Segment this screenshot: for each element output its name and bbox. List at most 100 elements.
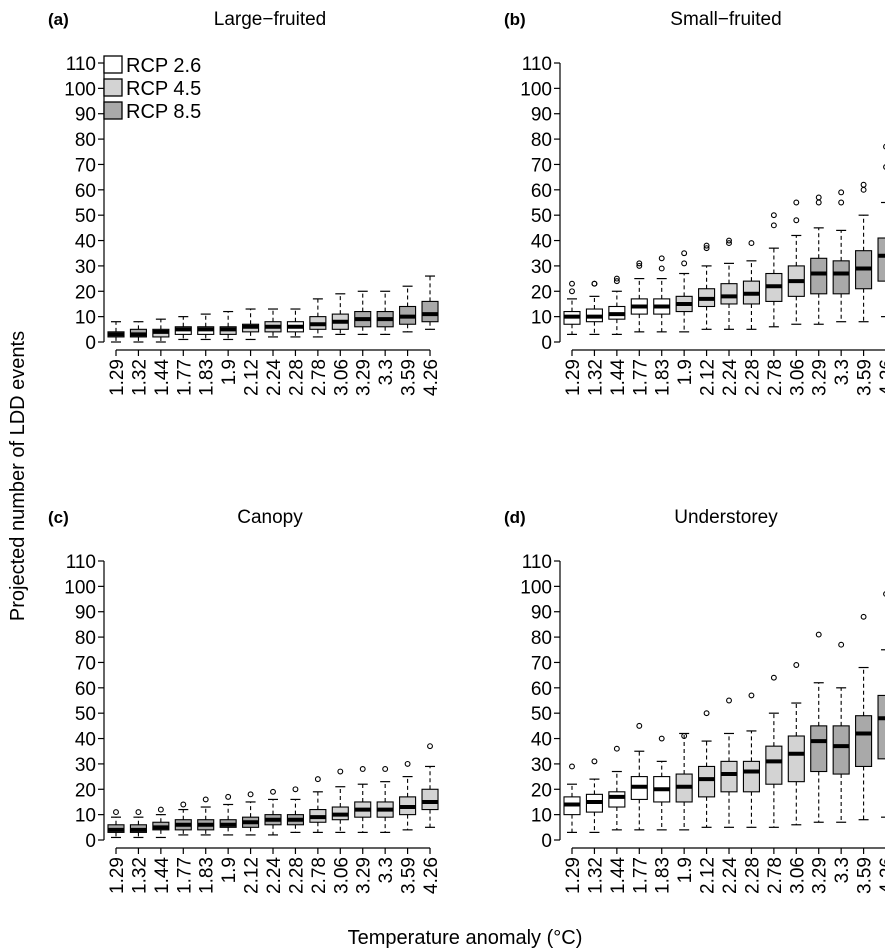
box-1.77 — [174, 801, 192, 836]
y-tick-label: 10 — [75, 806, 96, 827]
panel-title: Small−fruited — [670, 9, 781, 30]
y-tick-label: 30 — [531, 257, 552, 278]
y-tick-label: 60 — [531, 181, 552, 202]
outlier-point — [726, 240, 732, 247]
outlier-point — [292, 786, 299, 793]
panel-label: (c) — [48, 508, 69, 527]
x-tick-label: 1.32 — [129, 359, 150, 396]
outlier-point — [793, 199, 800, 206]
box-2.12 — [242, 308, 260, 341]
y-tick-label: 20 — [75, 282, 96, 303]
outlier-point — [883, 143, 885, 150]
box-iqr — [832, 260, 850, 295]
outlier-point — [726, 697, 732, 704]
y-tick-label: 20 — [531, 780, 552, 801]
x-tick-label: 3.3 — [832, 857, 853, 883]
box-1.29 — [107, 809, 125, 839]
x-tick-label: 1.77 — [630, 359, 651, 396]
box-2.24 — [264, 788, 282, 836]
box-3.29 — [810, 631, 828, 823]
x-tick-label: 2.12 — [698, 359, 719, 396]
x-tick-label: 2.12 — [242, 359, 263, 396]
box-3.59 — [855, 613, 873, 821]
box-iqr — [421, 788, 439, 811]
outlier-point — [726, 237, 732, 244]
x-tick-label: 4.26 — [877, 857, 885, 894]
box-1.29 — [563, 763, 581, 833]
box-1.83 — [197, 796, 215, 836]
box-3.06 — [787, 662, 805, 826]
x-axis: 1.29 1.32 1.44 1.77 1.83 1.9 2.12 2.24 2.28 2.78 3… — [107, 847, 442, 894]
x-tick-label: 3.3 — [832, 359, 853, 385]
box-1.9 — [219, 793, 237, 836]
y-tick-label: 70 — [75, 653, 96, 674]
box-3.29 — [810, 194, 828, 325]
box-2.24 — [720, 237, 738, 330]
x-tick-label: 3.59 — [855, 857, 876, 894]
box-1.9 — [675, 250, 693, 333]
outlier-point — [838, 199, 845, 206]
y-tick-label: 110 — [522, 54, 552, 75]
outlier-point — [636, 260, 643, 267]
y-tick-label: 20 — [531, 282, 552, 303]
outlier-point — [157, 806, 164, 813]
x-tick-label: 2.78 — [309, 359, 330, 396]
panel-label: (a) — [48, 10, 69, 29]
outlier-point — [314, 776, 321, 783]
x-tick-label: 1.9 — [675, 359, 696, 385]
outlier-point — [135, 809, 142, 816]
y-tick-label: 20 — [75, 780, 96, 801]
y-tick-label: 80 — [75, 628, 96, 649]
x-tick-label: 1.83 — [197, 359, 218, 396]
outlier-point — [247, 791, 254, 798]
x-tick-label: 1.9 — [675, 857, 696, 883]
outlier-point — [748, 692, 755, 699]
box-1.44 — [608, 745, 626, 831]
y-tick-label: 70 — [531, 653, 552, 674]
outlier-point — [636, 262, 643, 269]
y-tick-label: 30 — [75, 257, 96, 278]
panel-label: (b) — [504, 10, 526, 29]
box-iqr — [877, 237, 885, 282]
box-3.29 — [354, 766, 372, 833]
box-3.29 — [354, 290, 372, 335]
x-tick-label: 2.28 — [286, 359, 307, 396]
panel-title: Large−fruited — [214, 9, 327, 30]
y-tick-label: 70 — [531, 155, 552, 176]
x-axis: 1.29 1.32 1.44 1.77 1.83 1.9 2.12 2.24 2.28 2.78 3… — [563, 349, 885, 396]
x-tick-label: 1.29 — [107, 857, 128, 894]
box-iqr — [810, 257, 828, 295]
x-tick-label: 1.29 — [563, 857, 584, 894]
x-tick-label: 1.44 — [152, 857, 173, 894]
x-tick-label: 3.06 — [331, 857, 352, 894]
box-1.9 — [219, 310, 237, 341]
box-1.77 — [630, 722, 648, 831]
y-axis-label: Projected number of LDD events — [7, 331, 29, 621]
panel-title: Canopy — [237, 507, 303, 528]
outlier-point — [793, 217, 800, 224]
y-tick-label: 50 — [531, 704, 552, 725]
y-tick-label: 80 — [531, 628, 552, 649]
box-1.83 — [653, 735, 671, 831]
x-tick-label: 1.9 — [219, 359, 240, 385]
outlier-point — [225, 793, 232, 800]
box-1.29 — [563, 280, 581, 335]
x-tick-label: 1.83 — [197, 857, 218, 894]
box-iqr — [720, 760, 738, 793]
y-tick-label: 0 — [85, 333, 96, 354]
x-tick-label: 1.44 — [152, 359, 173, 396]
x-tick-label: 1.77 — [174, 359, 195, 396]
outlier-point — [860, 613, 867, 620]
outlier-point — [337, 768, 344, 775]
outlier-point — [748, 240, 755, 247]
x-tick-label: 2.28 — [742, 857, 763, 894]
y-tick-label: 80 — [75, 130, 96, 151]
box-iqr — [832, 725, 850, 775]
box-2.24 — [264, 308, 282, 338]
y-tick-label: 100 — [64, 79, 96, 100]
outlier-point — [815, 199, 822, 206]
y-tick-label: 100 — [520, 79, 552, 100]
x-tick-label: 4.26 — [421, 857, 442, 894]
outlier-point — [770, 674, 777, 681]
outlier-point — [703, 710, 710, 717]
